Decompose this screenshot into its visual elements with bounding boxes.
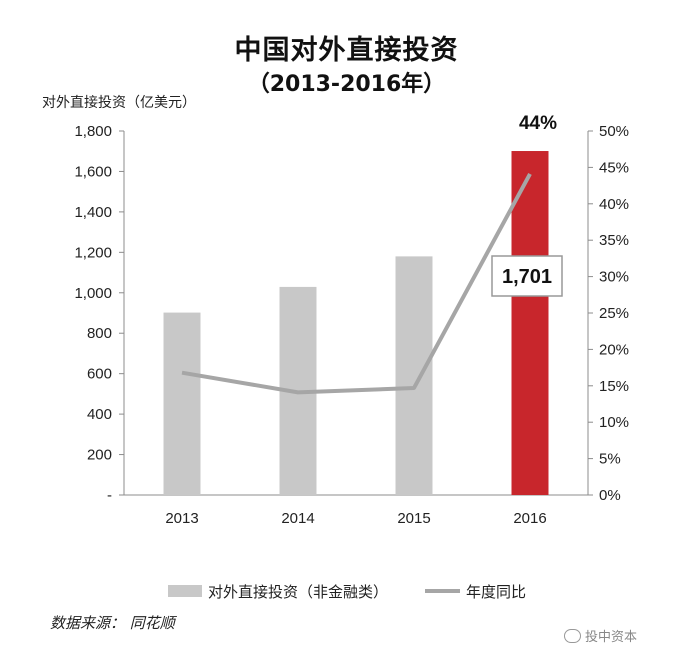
pct-annotation: 44%	[519, 113, 557, 134]
bar-value-box	[491, 255, 563, 297]
y-tick-right-label: 25%	[599, 305, 629, 322]
y-tick-left-label: 600	[87, 366, 112, 383]
watermark: 投中资本	[563, 626, 637, 645]
y-tick-right-label: 40%	[599, 196, 629, 213]
y-tick-left-label: -	[107, 487, 112, 504]
bar-2015	[395, 256, 433, 495]
y-tick-right-label: 15%	[599, 378, 629, 395]
chart-subtitle: （2013-2016年）	[247, 72, 446, 97]
wechat-icon	[563, 629, 581, 643]
y-tick-left-label: 400	[87, 406, 112, 423]
legend-label-line: 年度同比	[466, 584, 526, 601]
legend-label-bar: 对外直接投资（非金融类）	[208, 584, 388, 601]
watermark-text: 投中资本	[584, 630, 637, 645]
x-tick-label: 2013	[165, 510, 198, 527]
x-tick-label: 2014	[281, 510, 314, 527]
bar-value-label: 1,701	[502, 266, 552, 288]
y-tick-right-label: 5%	[599, 451, 621, 468]
y-tick-left-label: 1,600	[74, 163, 112, 180]
y-axis-label: 对外直接投资（亿美元）	[42, 95, 196, 111]
y-tick-right-label: 45%	[599, 159, 629, 176]
chart-title: 中国对外直接投资	[234, 35, 459, 66]
yoy-line	[181, 172, 532, 395]
x-tick-label: 2015	[397, 510, 430, 527]
y-tick-right-label: 35%	[599, 232, 629, 249]
legend-swatch-bar	[168, 585, 202, 597]
y-tick-right-label: 10%	[599, 414, 629, 431]
bar-2016	[511, 151, 549, 495]
y-tick-left-label: 1,800	[74, 123, 112, 140]
bar-2013	[163, 312, 201, 495]
y-tick-left-label: 200	[87, 447, 112, 464]
y-tick-right-label: 50%	[599, 123, 629, 140]
y-tick-left-label: 1,000	[74, 285, 112, 302]
source-note: 数据来源： 同花顺	[50, 614, 175, 632]
y-tick-left-label: 800	[87, 325, 112, 342]
y-tick-right-label: 20%	[599, 341, 629, 358]
y-tick-left-label: 1,200	[74, 244, 112, 261]
y-tick-right-label: 0%	[599, 487, 621, 504]
y-tick-left-label: 1,400	[74, 204, 112, 221]
x-tick-label: 2016	[513, 510, 546, 527]
y-tick-right-label: 30%	[599, 269, 629, 286]
